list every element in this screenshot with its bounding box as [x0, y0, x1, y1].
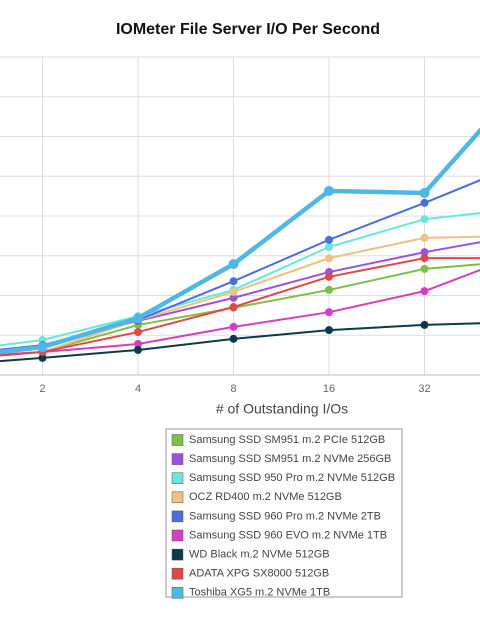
legend-swatch [171, 510, 184, 523]
legend-swatch [171, 529, 184, 542]
point [228, 259, 239, 270]
legend-label: Toshiba XG5 m.2 NVMe 1TB [189, 587, 330, 599]
point [325, 285, 333, 294]
legend-swatch [171, 548, 184, 561]
point [133, 313, 143, 324]
legend-swatch [171, 567, 184, 580]
point [229, 287, 238, 296]
legend-swatch [171, 472, 184, 484]
point [324, 185, 334, 196]
point [325, 308, 333, 317]
legend-label: OCZ RD400 m.2 NVMe 512GB [189, 491, 342, 503]
x-tick-label: 8 [230, 383, 236, 395]
legend-label: Samsung SSD 960 Pro m.2 NVMe 2TB [189, 510, 381, 522]
point [325, 243, 333, 252]
legend-label: Samsung SSD 950 Pro m.2 NVMe 512GB [189, 472, 395, 484]
point [229, 277, 238, 286]
x-tick-label: 2 [39, 383, 45, 395]
point [38, 353, 47, 362]
point [134, 345, 142, 354]
legend-label: WD Black m.2 NVMe 512GB [189, 549, 330, 561]
legend-label: Samsung SSD SM951 m.2 NVMe 256GB [189, 453, 391, 465]
point [229, 303, 238, 312]
point [325, 254, 333, 263]
point [420, 233, 429, 242]
point [325, 235, 333, 244]
point [134, 328, 142, 337]
point [229, 334, 238, 343]
x-tick-label: 32 [418, 383, 430, 395]
point [420, 198, 429, 207]
legend-swatch [171, 434, 184, 446]
point [325, 272, 333, 281]
point [229, 293, 238, 302]
point [229, 322, 238, 331]
point [420, 264, 429, 273]
point [37, 342, 48, 353]
point [420, 248, 429, 257]
legend-box [165, 428, 403, 598]
legend-swatch [171, 453, 184, 465]
legend-label: Samsung SSD SM951 m.2 PCIe 512GB [189, 434, 385, 446]
point [420, 254, 429, 263]
legend-swatch [171, 491, 184, 504]
point [420, 215, 429, 224]
series-line [0, 212, 480, 347]
legend-label: ADATA XPG SX8000 512GB [189, 568, 329, 580]
point [134, 339, 142, 348]
point [325, 326, 333, 335]
point [420, 320, 429, 329]
series-line [0, 127, 480, 355]
x-axis-title: # of Outstanding I/Os [216, 401, 348, 417]
point [420, 287, 429, 296]
legend-swatch [171, 587, 184, 599]
legend-label: Samsung SSD 960 EVO m.2 NVMe 1TB [189, 529, 387, 541]
x-tick-label: 16 [323, 383, 335, 395]
point [419, 187, 430, 198]
chart-title: IOMeter File Server I/O Per Second [116, 21, 380, 38]
x-tick-label: 4 [135, 383, 141, 395]
